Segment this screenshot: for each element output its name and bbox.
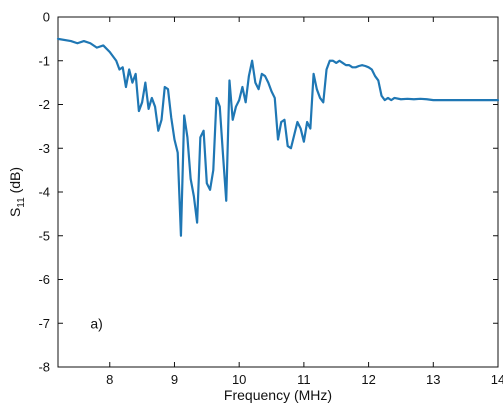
x-tick-label: 8 xyxy=(106,372,113,387)
y-tick-label: -4 xyxy=(38,185,50,200)
s11-series-line xyxy=(56,37,500,237)
y-tick-label: -3 xyxy=(38,141,50,156)
y-axis-ticks xyxy=(58,16,498,368)
y-tick-label: -2 xyxy=(38,97,50,112)
y-tick-label: -5 xyxy=(38,228,50,243)
panel-annotation: a) xyxy=(90,315,102,331)
x-tick-label: 11 xyxy=(297,372,311,387)
y-tick-label: -6 xyxy=(38,272,50,287)
x-tick-label: 10 xyxy=(232,372,246,387)
y-tick-label: -1 xyxy=(38,53,50,68)
x-axis-title: Frequency (MHz) xyxy=(224,387,332,403)
x-tick-label: 9 xyxy=(171,372,178,387)
x-axis-ticks xyxy=(109,17,499,367)
x-tick-label: 12 xyxy=(361,372,375,387)
y-axis-title-unit: (dB) xyxy=(7,167,23,197)
y-tick-label: -8 xyxy=(38,360,50,375)
x-tick-label: 13 xyxy=(426,372,440,387)
y-axis-title-main: S xyxy=(7,208,23,217)
y-tick-label: -7 xyxy=(38,316,50,331)
y-axis-tick-labels: 0 -1 -2 -3 -4 -5 -6 -7 -8 xyxy=(38,10,50,375)
x-axis-tick-labels: 8 9 10 11 12 13 14 xyxy=(106,372,503,387)
x-tick-label: 14 xyxy=(491,372,503,387)
y-tick-label: 0 xyxy=(43,10,50,25)
y-axis-title-subscript: 11 xyxy=(16,197,27,208)
y-axis-title: S11 (dB) xyxy=(7,167,27,217)
